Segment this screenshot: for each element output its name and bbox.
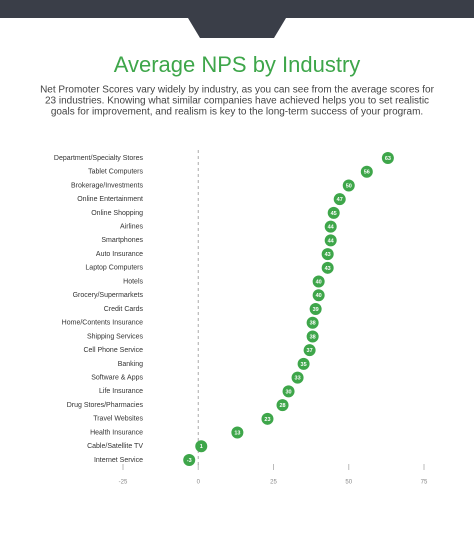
data-label: 56 [364,170,370,176]
data-label: 43 [325,266,331,272]
y-tick-label: Life Insurance [99,388,143,395]
y-tick-label: Shipping Services [87,333,144,340]
y-tick-label: Laptop Computers [85,265,143,272]
dot [333,193,346,206]
dot [306,316,319,329]
dot [183,454,196,466]
y-tick-label: Drug Stores/Pharmacies [67,402,144,409]
data-label: 33 [295,376,301,382]
data-label: 28 [279,403,285,409]
y-tick-label: Software & Apps [91,374,143,381]
dot [360,165,373,178]
dot [342,179,355,192]
data-label: 35 [301,362,307,368]
dot [312,275,325,288]
data-label: 40 [316,293,322,299]
x-tick-label: 75 [421,480,428,486]
dot [297,357,310,370]
dot [312,289,325,302]
y-tick-label: Tablet Computers [88,169,143,176]
y-tick-label: Grocery/Supermarkets [73,292,144,299]
data-label: 63 [385,156,391,162]
subtitle: Net Promoter Scores vary widely by indus… [40,85,435,96]
x-tick-label: -25 [119,480,128,486]
dot [324,234,337,247]
y-tick-label: Health Insurance [90,429,143,436]
data-label: 23 [264,417,270,423]
dot [291,371,304,384]
dot [303,344,316,357]
dot [276,399,289,412]
y-tick-label: Home/Contents Insurance [62,320,143,327]
x-tick-label: 50 [345,480,352,486]
data-label: 50 [346,183,352,189]
y-tick-label: Airlines [120,223,143,230]
data-label: -3 [187,458,192,464]
dot [195,440,208,453]
y-tick-label: Hotels [123,278,143,285]
y-tick-label: Online Shopping [91,210,143,217]
dot [381,152,394,164]
data-label: 13 [234,430,240,436]
y-tick-label: Banking [118,361,143,368]
data-label: 39 [313,307,319,313]
dot [306,330,319,343]
data-label: 38 [310,334,316,340]
data-label: 37 [307,348,313,354]
y-tick-label: Online Entertainment [77,196,143,203]
dot [321,248,334,261]
dot [309,303,322,315]
y-tick-label: Smartphones [101,237,143,244]
y-tick-label: Brokerage/Investments [71,182,143,189]
y-tick-label: Internet Service [94,457,143,464]
y-tick-label: Credit Cards [104,306,144,313]
data-label: 47 [337,197,343,203]
y-tick-label: Cell Phone Service [83,347,143,354]
x-tick-label: 25 [270,480,277,486]
chart-title: Average NPS by Industry [114,52,361,77]
data-label: 38 [310,321,316,327]
dot [282,385,295,398]
dot [231,426,244,439]
subtitle: 23 industries. Knowing what similar comp… [45,96,429,107]
x-tick-label: 0 [197,480,201,486]
header-band [0,0,474,38]
data-label: 30 [285,389,291,395]
data-label: 40 [316,279,322,285]
dot [261,412,274,425]
data-label: 44 [328,238,335,244]
y-tick-label: Auto Insurance [96,251,143,258]
y-tick-label: Travel Websites [93,416,143,423]
data-label: 43 [325,252,331,258]
dot [324,220,337,233]
data-label: 45 [331,211,337,217]
dot [321,261,334,274]
dot [327,206,340,219]
subtitle: goals for improvement, and realism is ke… [51,107,423,118]
data-label: 1 [200,444,203,450]
y-tick-label: Department/Specialty Stores [54,155,144,162]
y-tick-label: Cable/Satellite TV [87,443,143,450]
data-label: 44 [328,225,335,231]
